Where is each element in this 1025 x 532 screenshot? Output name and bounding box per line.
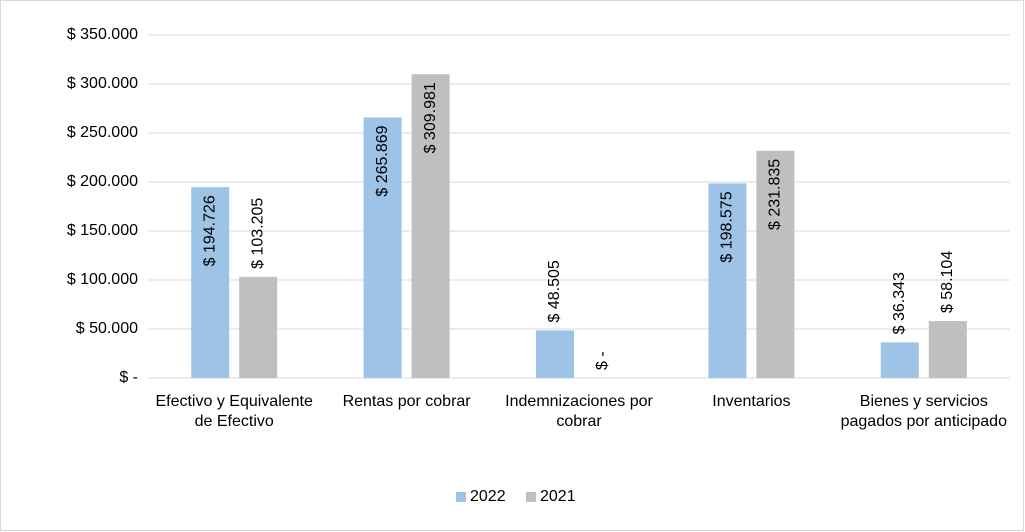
bar [928,321,967,378]
y-tick-label: $ - [119,369,138,386]
data-label: $ 194.726 [201,195,218,266]
data-label: $ 265.869 [374,125,391,196]
legend-swatch [526,492,536,502]
data-label: $ 231.835 [767,159,784,230]
y-tick-label: $ 250.000 [67,124,138,141]
data-label: $ 103.205 [249,198,266,269]
x-tick-label: Rentas por cobrar [342,393,471,410]
x-tick-label: Bienes y servicios pagados por anticipad… [840,393,1007,430]
bar [363,117,402,379]
x-tick-label: Efectivo y Equivalente de Efectivo [155,393,313,430]
bar [411,74,450,378]
data-label: $ - [594,351,611,370]
bar [880,342,919,378]
data-label: $ 309.981 [422,82,439,153]
bar [536,330,574,378]
x-tick-label: Indemnizaciones por cobrar [505,393,653,430]
y-tick-label: $ 350.000 [67,26,138,43]
data-label: $ 198.575 [719,191,736,262]
x-tick-label: Inventarios [712,393,791,410]
legend-label: 2022 [470,488,506,505]
bar [191,187,230,378]
bar [756,150,795,378]
y-tick-label: $ 200.000 [67,173,138,190]
bar [239,276,278,378]
legend-label: 2021 [540,488,576,505]
data-label: $ 58.104 [939,251,956,313]
data-label: $ 48.505 [546,260,563,322]
bar [708,183,747,378]
data-label: $ 36.343 [891,272,908,334]
y-tick-label: $ 300.000 [67,75,138,92]
y-tick-label: $ 50.000 [76,320,138,337]
y-tick-label: $ 150.000 [67,222,138,239]
y-tick-label: $ 100.000 [67,271,138,288]
legend-swatch [456,492,466,502]
